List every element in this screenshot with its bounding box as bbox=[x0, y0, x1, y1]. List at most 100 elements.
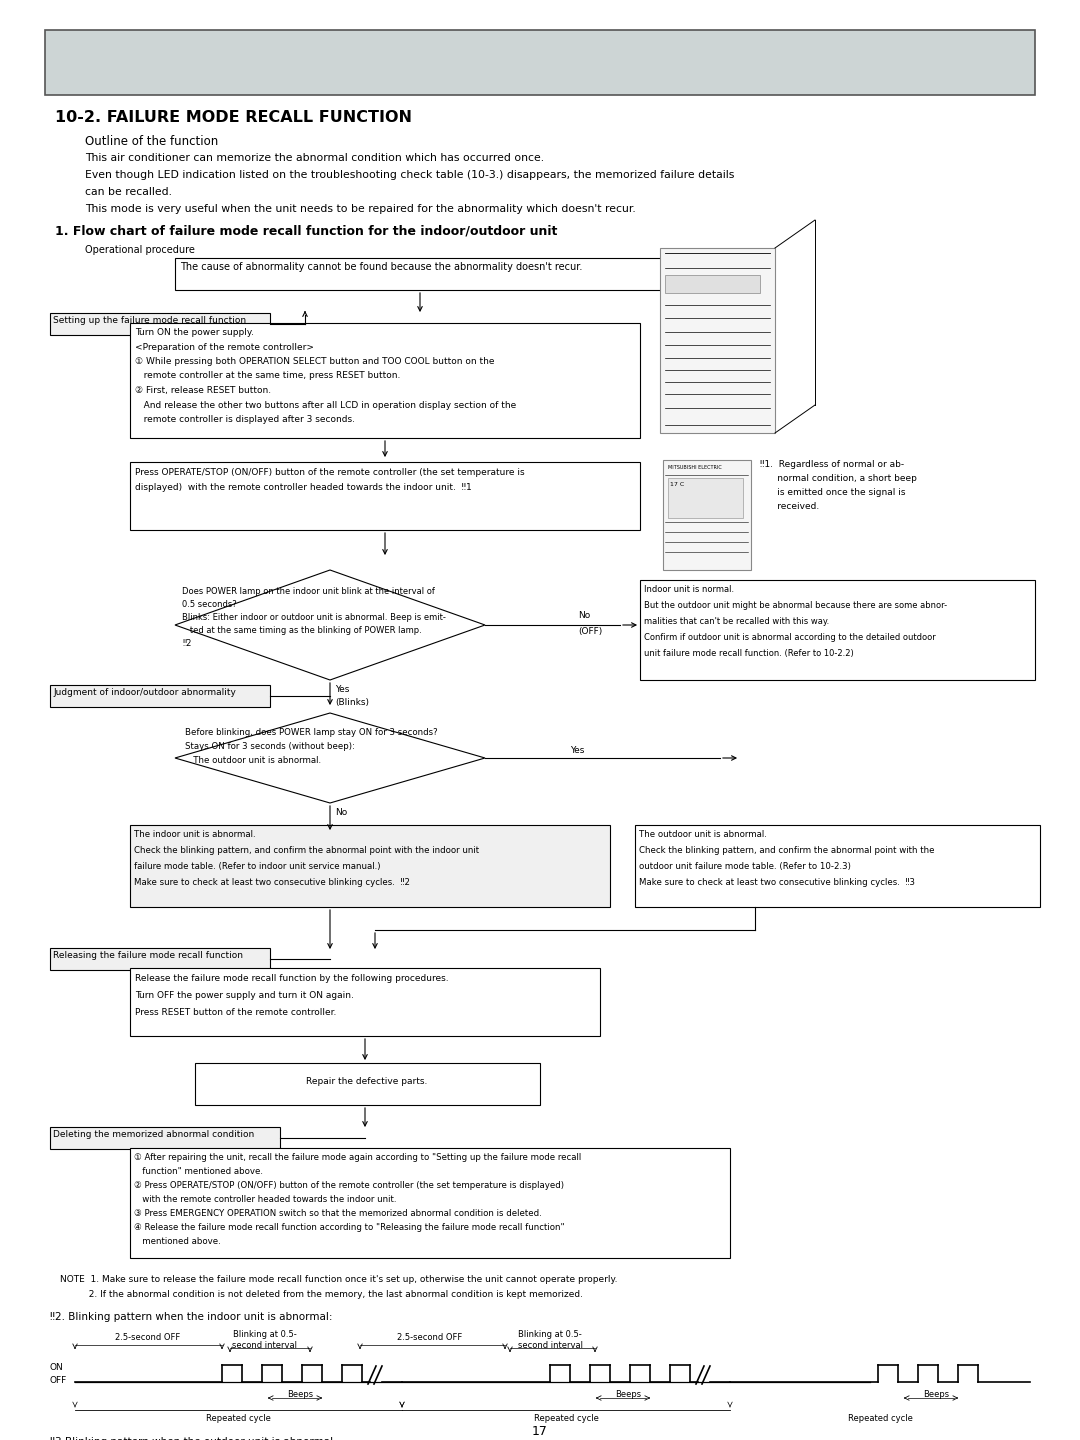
Text: remote controller at the same time, press RESET button.: remote controller at the same time, pres… bbox=[135, 372, 401, 380]
Text: And release the other two buttons after all LCD in operation display section of : And release the other two buttons after … bbox=[135, 400, 516, 409]
Text: Press RESET button of the remote controller.: Press RESET button of the remote control… bbox=[135, 1008, 336, 1017]
Text: The outdoor unit is abnormal.: The outdoor unit is abnormal. bbox=[639, 829, 767, 840]
FancyBboxPatch shape bbox=[50, 948, 270, 971]
FancyBboxPatch shape bbox=[195, 1063, 540, 1104]
Text: Blinking at 0.5-: Blinking at 0.5- bbox=[233, 1331, 297, 1339]
FancyBboxPatch shape bbox=[640, 580, 1035, 680]
Text: Make sure to check at least two consecutive blinking cycles.  ‼2: Make sure to check at least two consecut… bbox=[134, 878, 410, 887]
Text: ted at the same timing as the blinking of POWER lamp.: ted at the same timing as the blinking o… bbox=[183, 626, 422, 635]
Text: 17: 17 bbox=[532, 1426, 548, 1439]
Text: ‼2: ‼2 bbox=[183, 639, 191, 648]
Text: ③ Press EMERGENCY OPERATION switch so that the memorized abnormal condition is d: ③ Press EMERGENCY OPERATION switch so th… bbox=[134, 1210, 542, 1218]
Text: Judgment of indoor/outdoor abnormality: Judgment of indoor/outdoor abnormality bbox=[53, 688, 235, 697]
Text: 1. Flow chart of failure mode recall function for the indoor/outdoor unit: 1. Flow chart of failure mode recall fun… bbox=[55, 225, 557, 238]
Text: No: No bbox=[335, 808, 348, 816]
FancyBboxPatch shape bbox=[130, 825, 610, 907]
Text: is emitted once the signal is: is emitted once the signal is bbox=[760, 488, 905, 497]
Text: Make sure to check at least two consecutive blinking cycles.  ‼3: Make sure to check at least two consecut… bbox=[639, 878, 915, 887]
Text: Outline of the function: Outline of the function bbox=[85, 135, 218, 148]
Text: failure mode table. (Refer to indoor unit service manual.): failure mode table. (Refer to indoor uni… bbox=[134, 863, 380, 871]
Text: ‼3.Blinking pattern when the outdoor unit is abnormal:: ‼3.Blinking pattern when the outdoor uni… bbox=[50, 1437, 337, 1440]
Text: The indoor unit is abnormal.: The indoor unit is abnormal. bbox=[134, 829, 256, 840]
Text: Even though LED indication listed on the troubleshooting check table (10-3.) dis: Even though LED indication listed on the… bbox=[85, 170, 734, 180]
FancyBboxPatch shape bbox=[130, 968, 600, 1035]
Text: Beeps: Beeps bbox=[615, 1390, 642, 1400]
Text: Blinking at 0.5-: Blinking at 0.5- bbox=[518, 1331, 582, 1339]
Text: Releasing the failure mode recall function: Releasing the failure mode recall functi… bbox=[53, 950, 243, 960]
FancyBboxPatch shape bbox=[665, 275, 760, 292]
Text: Does POWER lamp on the indoor unit blink at the interval of: Does POWER lamp on the indoor unit blink… bbox=[183, 588, 435, 596]
Text: Blinks: Either indoor or outdoor unit is abnormal. Beep is emit-: Blinks: Either indoor or outdoor unit is… bbox=[183, 613, 446, 622]
Text: second interval: second interval bbox=[232, 1341, 297, 1351]
Text: No: No bbox=[578, 611, 591, 621]
Text: Turn OFF the power supply and turn it ON again.: Turn OFF the power supply and turn it ON… bbox=[135, 991, 354, 999]
Text: Yes: Yes bbox=[335, 685, 349, 694]
Text: can be recalled.: can be recalled. bbox=[85, 187, 172, 197]
Text: 2.5-second OFF: 2.5-second OFF bbox=[397, 1333, 462, 1342]
FancyBboxPatch shape bbox=[669, 478, 743, 518]
Text: Setting up the failure mode recall function: Setting up the failure mode recall funct… bbox=[53, 315, 246, 325]
FancyBboxPatch shape bbox=[50, 1128, 280, 1149]
Text: remote controller is displayed after 3 seconds.: remote controller is displayed after 3 s… bbox=[135, 415, 355, 423]
Text: Indoor unit is normal.: Indoor unit is normal. bbox=[644, 585, 734, 593]
Text: outdoor unit failure mode table. (Refer to 10-2.3): outdoor unit failure mode table. (Refer … bbox=[639, 863, 851, 871]
Text: (OFF): (OFF) bbox=[578, 626, 603, 636]
Text: with the remote controller headed towards the indoor unit.: with the remote controller headed toward… bbox=[134, 1195, 396, 1204]
Text: ① While pressing both OPERATION SELECT button and TOO COOL button on the: ① While pressing both OPERATION SELECT b… bbox=[135, 357, 495, 366]
Text: 2.5-second OFF: 2.5-second OFF bbox=[116, 1333, 180, 1342]
Text: 2. If the abnormal condition is not deleted from the memory, the last abnormal c: 2. If the abnormal condition is not dele… bbox=[60, 1290, 583, 1299]
FancyBboxPatch shape bbox=[130, 462, 640, 530]
Text: Beeps: Beeps bbox=[923, 1390, 949, 1400]
Text: The cause of abnormality cannot be found because the abnormality doesn't recur.: The cause of abnormality cannot be found… bbox=[180, 262, 582, 272]
Text: normal condition, a short beep: normal condition, a short beep bbox=[760, 474, 917, 482]
FancyBboxPatch shape bbox=[45, 30, 1035, 95]
Text: Operational procedure: Operational procedure bbox=[85, 245, 194, 255]
Text: Repeated cycle: Repeated cycle bbox=[534, 1414, 598, 1423]
FancyBboxPatch shape bbox=[175, 258, 665, 289]
Text: Check the blinking pattern, and confirm the abnormal point with the: Check the blinking pattern, and confirm … bbox=[639, 845, 934, 855]
Text: Stays ON for 3 seconds (without beep):: Stays ON for 3 seconds (without beep): bbox=[185, 742, 355, 752]
Text: MITSUBISHI ELECTRIC: MITSUBISHI ELECTRIC bbox=[669, 465, 721, 469]
Text: NOTE  1. Make sure to release the failure mode recall function once it's set up,: NOTE 1. Make sure to release the failure… bbox=[60, 1274, 618, 1284]
Text: Repair the defective parts.: Repair the defective parts. bbox=[307, 1077, 428, 1086]
Text: function" mentioned above.: function" mentioned above. bbox=[134, 1166, 264, 1176]
Text: This mode is very useful when the unit needs to be repaired for the abnormality : This mode is very useful when the unit n… bbox=[85, 204, 636, 215]
Text: 0.5 seconds?: 0.5 seconds? bbox=[183, 600, 237, 609]
Text: ① After repairing the unit, recall the failure mode again according to "Setting : ① After repairing the unit, recall the f… bbox=[134, 1153, 581, 1162]
Text: mentioned above.: mentioned above. bbox=[134, 1237, 220, 1246]
Text: Press OPERATE/STOP (ON/OFF) button of the remote controller (the set temperature: Press OPERATE/STOP (ON/OFF) button of th… bbox=[135, 468, 525, 477]
Text: Repeated cycle: Repeated cycle bbox=[848, 1414, 913, 1423]
Text: Check the blinking pattern, and confirm the abnormal point with the indoor unit: Check the blinking pattern, and confirm … bbox=[134, 845, 480, 855]
Text: second interval: second interval bbox=[517, 1341, 582, 1351]
Text: ④ Release the failure mode recall function according to "Releasing the failure m: ④ Release the failure mode recall functi… bbox=[134, 1223, 565, 1233]
Text: ‼1.  Regardless of normal or ab-: ‼1. Regardless of normal or ab- bbox=[760, 459, 904, 469]
Text: Confirm if outdoor unit is abnormal according to the detailed outdoor: Confirm if outdoor unit is abnormal acco… bbox=[644, 634, 935, 642]
Text: OFF: OFF bbox=[50, 1377, 67, 1385]
Text: 17 C: 17 C bbox=[670, 482, 685, 487]
FancyBboxPatch shape bbox=[50, 685, 270, 707]
Text: Yes: Yes bbox=[570, 746, 584, 755]
FancyBboxPatch shape bbox=[50, 312, 270, 336]
Text: received.: received. bbox=[760, 503, 820, 511]
Text: Deleting the memorized abnormal condition: Deleting the memorized abnormal conditio… bbox=[53, 1130, 254, 1139]
Text: Beeps: Beeps bbox=[287, 1390, 313, 1400]
Text: This air conditioner can memorize the abnormal condition which has occurred once: This air conditioner can memorize the ab… bbox=[85, 153, 544, 163]
Text: Turn ON the power supply.: Turn ON the power supply. bbox=[135, 328, 254, 337]
Text: Repeated cycle: Repeated cycle bbox=[205, 1414, 270, 1423]
Text: But the outdoor unit might be abnormal because there are some abnor-: But the outdoor unit might be abnormal b… bbox=[644, 600, 947, 611]
Text: <Preparation of the remote controller>: <Preparation of the remote controller> bbox=[135, 343, 314, 351]
FancyBboxPatch shape bbox=[660, 248, 775, 433]
FancyBboxPatch shape bbox=[130, 323, 640, 438]
Text: malities that can't be recalled with this way.: malities that can't be recalled with thi… bbox=[644, 616, 829, 626]
Text: 10-2. FAILURE MODE RECALL FUNCTION: 10-2. FAILURE MODE RECALL FUNCTION bbox=[55, 109, 411, 125]
FancyBboxPatch shape bbox=[663, 459, 751, 570]
FancyBboxPatch shape bbox=[130, 1148, 730, 1259]
Text: Release the failure mode recall function by the following procedures.: Release the failure mode recall function… bbox=[135, 973, 448, 984]
Text: ‼2. Blinking pattern when the indoor unit is abnormal:: ‼2. Blinking pattern when the indoor uni… bbox=[50, 1312, 333, 1322]
Text: displayed)  with the remote controller headed towards the indoor unit.  ‼1: displayed) with the remote controller he… bbox=[135, 482, 472, 492]
Text: ON: ON bbox=[50, 1364, 64, 1372]
Text: (Blinks): (Blinks) bbox=[335, 698, 369, 707]
Text: ② Press OPERATE/STOP (ON/OFF) button of the remote controller (the set temperatu: ② Press OPERATE/STOP (ON/OFF) button of … bbox=[134, 1181, 564, 1189]
Text: unit failure mode recall function. (Refer to 10-2.2): unit failure mode recall function. (Refe… bbox=[644, 649, 854, 658]
Text: Before blinking, does POWER lamp stay ON for 3 seconds?: Before blinking, does POWER lamp stay ON… bbox=[185, 729, 437, 737]
